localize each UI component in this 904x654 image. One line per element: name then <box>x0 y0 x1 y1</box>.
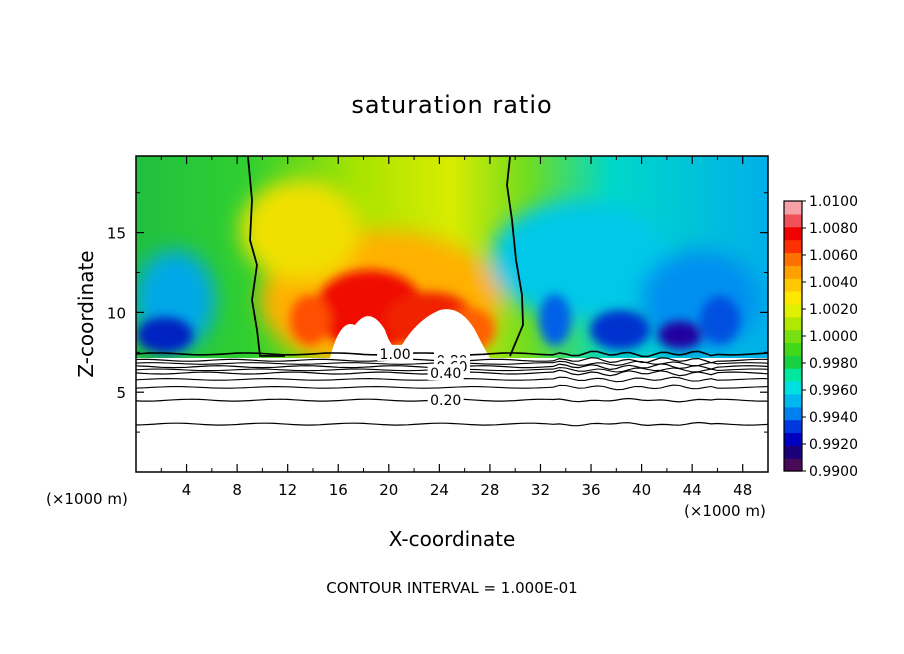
colorbar-swatch <box>784 355 802 369</box>
colorbar-swatch <box>784 201 802 215</box>
plot-frame <box>135 155 769 473</box>
colorbar-swatch <box>784 239 802 254</box>
heatmap-field <box>136 156 768 472</box>
contour-line <box>136 421 768 427</box>
colorbar-label: 1.0080 <box>809 221 858 237</box>
contour-label-bg <box>427 364 464 381</box>
colorbar-label: 1.0100 <box>809 194 858 210</box>
x-tick-label: 32 <box>531 481 550 499</box>
colorbar-swatch <box>784 432 802 446</box>
colorbar-swatch <box>784 381 802 395</box>
colorbar-swatch <box>784 419 802 434</box>
x-tick-label: 4 <box>182 481 192 499</box>
y-tick-label: 10 <box>107 304 126 322</box>
contour-label-bg <box>427 391 464 408</box>
colorbar-label: 0.9960 <box>809 383 858 399</box>
colorbar-label: 1.0000 <box>809 329 858 345</box>
x-axis-label: X-coordinate <box>389 527 516 551</box>
colorbar-swatch <box>784 342 802 356</box>
x-tick-label: 24 <box>430 481 449 499</box>
colorbar-swatch <box>784 445 802 459</box>
colorbar-swatch <box>784 265 802 279</box>
colorbar-swatch <box>784 329 802 344</box>
x-unit-right: (×1000 m) <box>684 502 766 520</box>
contour-label: 0.40 <box>430 366 461 382</box>
contour-label: 0.20 <box>430 393 461 409</box>
contour-label-bg <box>377 344 414 361</box>
y-tick-label: 15 <box>107 225 126 243</box>
y-axis-label: Z-coordinate <box>74 250 98 377</box>
colorbar-swatch <box>784 303 802 318</box>
x-tick-label: 8 <box>232 481 242 499</box>
colorbar-swatch <box>784 393 802 408</box>
x-tick-label: 44 <box>683 481 702 499</box>
colorbar-swatch <box>784 252 802 266</box>
colorbar-label: 1.0040 <box>809 275 858 291</box>
colorbar-swatch <box>784 368 802 382</box>
colorbar-swatch <box>784 213 802 228</box>
x-tick-label: 36 <box>581 481 600 499</box>
colorbar-label: 0.9920 <box>809 437 858 453</box>
x-tick-label: 12 <box>278 481 297 499</box>
contour-1.00-left <box>247 156 285 357</box>
colorbar-swatch <box>784 458 802 472</box>
x-tick-label: 16 <box>329 481 348 499</box>
contour-1.00-right <box>506 156 524 357</box>
x-tick-label: 40 <box>632 481 651 499</box>
colorbar-label: 1.0020 <box>809 302 858 318</box>
colorbar-label: 0.9940 <box>809 410 858 426</box>
x-tick-label: 28 <box>480 481 499 499</box>
y-tick-label: 5 <box>116 384 126 402</box>
colorbar-swatch <box>784 226 802 241</box>
colorbar-swatch <box>784 316 802 331</box>
colorbar <box>783 200 803 472</box>
colorbar-label: 0.9980 <box>809 356 858 372</box>
colorbar-label: 0.9900 <box>809 464 858 480</box>
x-unit-left: (×1000 m) <box>46 490 128 508</box>
contour-label: 1.00 <box>380 347 411 363</box>
contour-line-minor <box>136 384 768 391</box>
chart-title: saturation ratio <box>351 91 552 119</box>
x-tick-label: 20 <box>379 481 398 499</box>
contour-interval-footer: CONTOUR INTERVAL = 1.000E-01 <box>326 579 577 597</box>
colorbar-swatch <box>784 291 802 305</box>
colorbar-swatch <box>784 278 802 292</box>
colorbar-label: 1.0060 <box>809 248 858 264</box>
colorbar-swatch <box>784 406 802 421</box>
x-tick-label: 48 <box>733 481 752 499</box>
